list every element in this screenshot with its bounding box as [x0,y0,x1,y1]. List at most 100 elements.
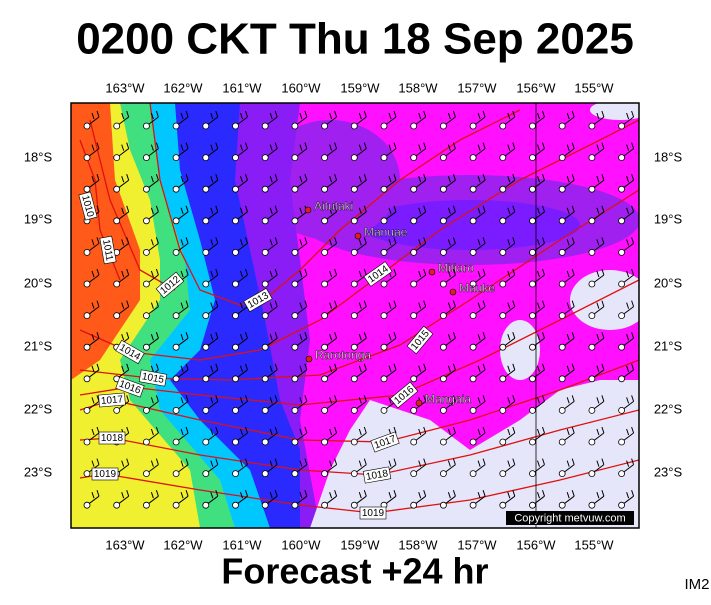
barb-station [618,501,625,509]
longitude-label-bottom: 162°W [163,537,203,552]
longitude-label-top: 157°W [457,80,497,95]
place-name: Aitutaki [314,199,353,213]
barb-station [291,185,299,193]
barb-station [261,248,269,256]
barb-station [499,438,507,446]
barb-station [588,501,596,509]
barb-station [291,406,299,414]
barb-station [350,312,358,320]
barb-station [261,406,269,414]
barb-station [113,501,121,509]
isobar-value: 1019 [94,469,117,480]
barb-station [232,438,239,446]
barb-station [469,217,477,225]
barb-station [380,375,388,383]
copyright-box [506,511,634,525]
barb-station [172,217,180,225]
longitude-label-top: 163°W [105,80,145,95]
barb-station [618,375,625,383]
barb-station [380,280,388,288]
barb-station [321,280,329,288]
barb-station [321,248,329,256]
longitude-label-bottom: 157°W [457,537,497,552]
barb-station [588,185,596,193]
barb-station [83,312,91,320]
barb-station [558,248,566,256]
barb-station [410,122,418,130]
barb-station [202,154,210,162]
barb-station [321,375,329,383]
place-name: Rarotonga [315,348,371,362]
barb-station [469,280,477,288]
barb-station [291,438,299,446]
barb-station [83,438,91,446]
barb-station [142,343,150,351]
barb-station [588,217,596,225]
barb-station [410,248,418,256]
barb-station [380,343,388,351]
barb-station [142,217,150,225]
place-name: Mitiaro [438,261,474,275]
barb-station [291,375,299,383]
barb-station [499,122,507,130]
place-marker [415,399,423,407]
barb-station [232,501,239,509]
barb-station [321,470,329,478]
barb-station [142,406,150,414]
longitude-label-bottom: 156°W [516,537,556,552]
longitude-label-top: 158°W [398,80,438,95]
barb-station [202,343,210,351]
barb-station [113,312,121,320]
isobar-label-box [362,466,392,484]
place-name: Mangaia [425,392,471,406]
isobar-label-box [115,339,145,365]
barb-station [350,154,358,162]
barb-station [172,438,180,446]
isobar-value: 1017 [100,394,124,407]
barb-station [618,470,625,478]
barb-station [380,312,388,320]
barb-station [172,406,180,414]
barb-station [172,343,180,351]
barb-station [439,470,447,478]
isobar-label-box [115,376,145,398]
barb-station [321,122,329,130]
barb-station [469,501,477,509]
barb-station [439,280,447,288]
barb-station [558,280,566,288]
barb-station [618,217,625,225]
barb-station [261,470,269,478]
longitude-label-top: 162°W [163,80,203,95]
barb-station [142,248,150,256]
barb-station [321,438,329,446]
barb-station [172,501,180,509]
isobar-value: 1018 [365,468,389,483]
place-marker [305,355,313,363]
longitude-label-bottom: 159°W [340,537,380,552]
barb-station [350,406,358,414]
longitude-label-top: 160°W [281,80,321,95]
barb-station [469,470,477,478]
barb-station [558,406,566,414]
barb-station [142,470,150,478]
barb-station [588,375,596,383]
barb-station [83,122,91,130]
place-name: Manuae [364,225,408,239]
isobar-label: 1019 [91,467,119,481]
map-field [71,103,639,528]
isobar-value: 1019 [362,508,385,519]
barb-station [380,248,388,256]
barb-station [439,185,447,193]
barb-station [291,470,299,478]
barb-station [469,312,477,320]
longitude-label-top: 156°W [516,80,556,95]
barb-station [172,185,180,193]
barb-station [142,185,150,193]
forecast-label: Forecast +24 hr [221,551,488,592]
barb-station [232,375,239,383]
barb-station [380,217,388,225]
barb-station [469,438,477,446]
barb-station [618,154,625,162]
barb-station [558,217,566,225]
barb-station [172,470,180,478]
